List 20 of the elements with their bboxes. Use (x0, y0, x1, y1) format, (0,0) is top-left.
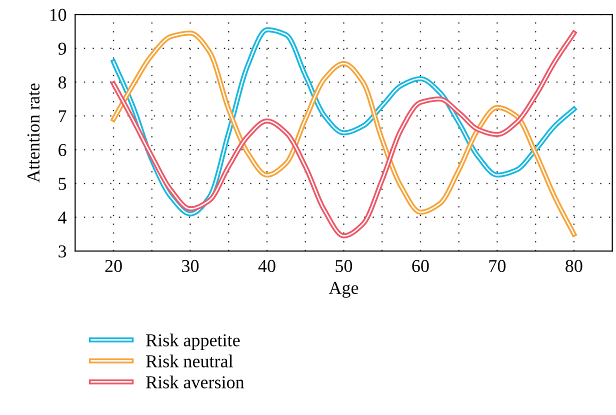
x-tick-label: 30 (182, 260, 199, 272)
x-tick-label: 80 (566, 260, 582, 272)
legend-label: Risk aversion (146, 376, 244, 388)
x-tick-label: 70 (489, 260, 506, 272)
y-tick-label: 3 (58, 245, 66, 258)
y-tick-label: 9 (58, 42, 66, 55)
y-tick-label: 5 (58, 178, 66, 190)
x-axis-title: Age (328, 282, 358, 298)
legend-label: Risk appetite (146, 334, 240, 350)
y-tick-label: 8 (58, 76, 66, 89)
x-tick-label: 60 (412, 260, 429, 272)
y-tick-label: 4 (58, 212, 67, 224)
y-tick-label: 7 (58, 110, 66, 122)
x-tick-label: 50 (336, 260, 352, 272)
y-axis-title: Attention rate (27, 84, 40, 183)
y-tick-label: 10 (50, 8, 66, 21)
x-tick-label: 40 (258, 260, 276, 272)
y-tick-label: 6 (58, 144, 66, 156)
x-tick-label: 20 (105, 260, 122, 272)
legend-label: Risk neutral (146, 354, 233, 368)
